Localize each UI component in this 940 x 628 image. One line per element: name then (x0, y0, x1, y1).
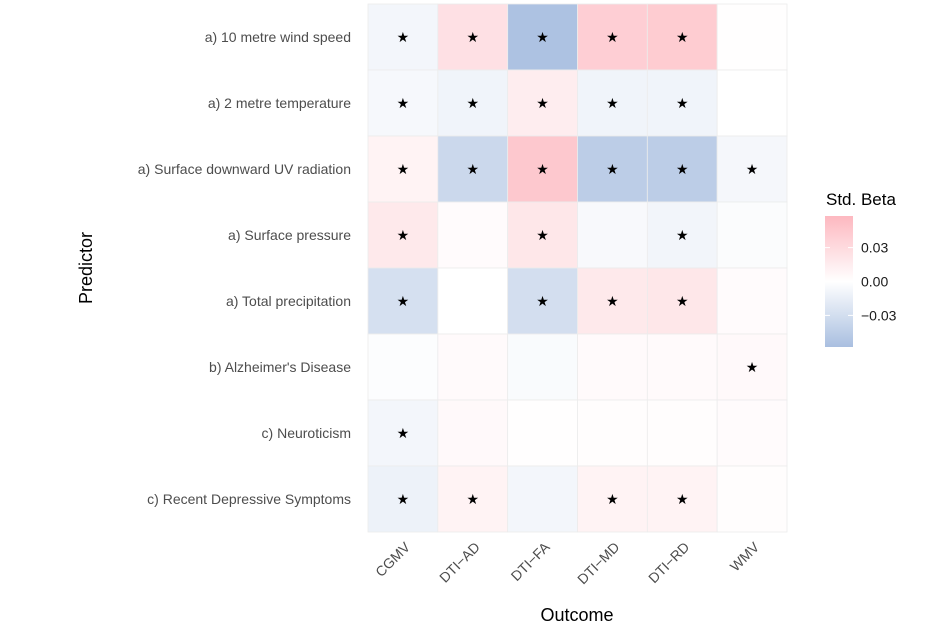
significance-star: ★ (397, 29, 410, 45)
heatmap-cell (577, 3, 648, 71)
heatmap-cell (437, 3, 509, 71)
heatmap-cell (507, 201, 578, 269)
significance-star: ★ (397, 161, 410, 177)
significance-star: ★ (676, 227, 689, 243)
significance-star: ★ (606, 161, 619, 177)
y-axis-title: Predictor (76, 232, 96, 304)
heatmap-cell (716, 399, 788, 467)
legend-tick-label: 0.03 (861, 240, 888, 256)
significance-star: ★ (466, 161, 479, 177)
significance-star: ★ (536, 95, 549, 111)
significance-star: ★ (397, 425, 410, 441)
y-tick-label: a) 2 metre temperature (208, 95, 351, 111)
heatmap-cell (716, 465, 788, 533)
significance-star: ★ (397, 227, 410, 243)
heatmap-cells (367, 3, 788, 533)
y-tick-label: c) Recent Depressive Symptoms (147, 491, 351, 507)
y-tick-label: a) Total precipitation (226, 293, 351, 309)
heatmap-cell (367, 267, 439, 335)
significance-star: ★ (466, 95, 479, 111)
significance-star: ★ (536, 161, 549, 177)
x-axis-tick-labels: CGMV DTI−AD DTI−FA DTI−MD DTI−RD WMV (372, 538, 763, 587)
heatmap-cell (367, 201, 439, 269)
significance-star: ★ (536, 227, 549, 243)
heatmap-cell (437, 399, 509, 467)
significance-star: ★ (676, 95, 689, 111)
significance-star: ★ (397, 293, 410, 309)
significance-star: ★ (746, 161, 759, 177)
heatmap-cell (646, 3, 718, 71)
x-tick-label: WMV (727, 538, 763, 574)
significance-star: ★ (536, 29, 549, 45)
significance-star: ★ (466, 29, 479, 45)
significance-star: ★ (466, 491, 479, 507)
heatmap-cell (646, 69, 718, 137)
heatmap-cell (507, 135, 578, 203)
significance-star: ★ (676, 29, 689, 45)
heatmap-cell (646, 399, 718, 467)
x-axis-title: Outcome (540, 605, 613, 625)
heatmap-cell (437, 333, 509, 401)
heatmap-cell (437, 465, 509, 533)
x-tick-label: DTI−FA (508, 538, 554, 584)
heatmap-cell (367, 3, 439, 71)
significance-star: ★ (676, 161, 689, 177)
significance-star: ★ (606, 293, 619, 309)
heatmap-cell (716, 267, 788, 335)
heatmap-cell (577, 333, 648, 401)
heatmap-cell (646, 465, 718, 533)
x-tick-label: DTI−MD (574, 539, 622, 587)
heatmap-cell (577, 267, 648, 335)
heatmap-cell (367, 399, 439, 467)
heatmap-cell (437, 135, 509, 203)
significance-star: ★ (606, 95, 619, 111)
legend-title: Std. Beta (826, 190, 896, 209)
heatmap-cell (507, 333, 578, 401)
y-tick-label: a) Surface downward UV radiation (138, 161, 351, 177)
x-tick-label: DTI−RD (645, 539, 692, 586)
significance-star: ★ (606, 29, 619, 45)
heatmap-cell (577, 399, 648, 467)
significance-star: ★ (536, 293, 549, 309)
significance-star: ★ (397, 95, 410, 111)
heatmap-cell (646, 267, 718, 335)
heatmap-cell (507, 3, 578, 71)
significance-star: ★ (676, 491, 689, 507)
significance-star: ★ (746, 359, 759, 375)
heatmap-cell (716, 3, 788, 71)
x-tick-label: DTI−AD (436, 539, 483, 586)
legend-ticks: 0.03 0.00 −0.03 (825, 240, 897, 323)
heatmap-cell (646, 333, 718, 401)
significance-star: ★ (397, 491, 410, 507)
heatmap-cell (367, 69, 439, 137)
significance-markers: ★ ★ ★ ★ ★ ★ ★ ★ ★ ★ ★ ★ ★ ★ ★ ★ ★ ★ ★ ★ ★ ★ ★ ★ ★ ★ ★ ★ ★ (397, 29, 759, 507)
y-axis-tick-labels: a) 10 metre wind speed a) 2 metre tempera… (138, 29, 351, 507)
heatmap-cell (716, 69, 788, 137)
color-legend: Std. Beta 0.03 0.00 −0.03 (825, 190, 897, 347)
heatmap-cell (646, 201, 718, 269)
heatmap-cell (716, 135, 788, 203)
heatmap-cell (367, 333, 439, 401)
heatmap-cell (507, 69, 578, 137)
y-tick-label: b) Alzheimer's Disease (209, 359, 351, 375)
heatmap-cell (577, 135, 648, 203)
y-tick-label: a) Surface pressure (228, 227, 351, 243)
heatmap-cell (507, 465, 578, 533)
heatmap-cell (716, 333, 788, 401)
significance-star: ★ (606, 491, 619, 507)
heatmap-cell (507, 399, 578, 467)
legend-tick-label: −0.03 (861, 307, 897, 323)
y-tick-label: a) 10 metre wind speed (205, 29, 351, 45)
heatmap-cell (577, 465, 648, 533)
y-tick-label: c) Neuroticism (262, 425, 351, 441)
legend-tick-label: 0.00 (861, 274, 888, 290)
heatmap-cell (577, 201, 648, 269)
heatmap-cell (507, 267, 578, 335)
heatmap-cell (437, 201, 509, 269)
heatmap-cell (437, 267, 509, 335)
x-tick-label: CGMV (372, 538, 413, 579)
heatmap-cell (716, 201, 788, 269)
significance-star: ★ (676, 293, 689, 309)
